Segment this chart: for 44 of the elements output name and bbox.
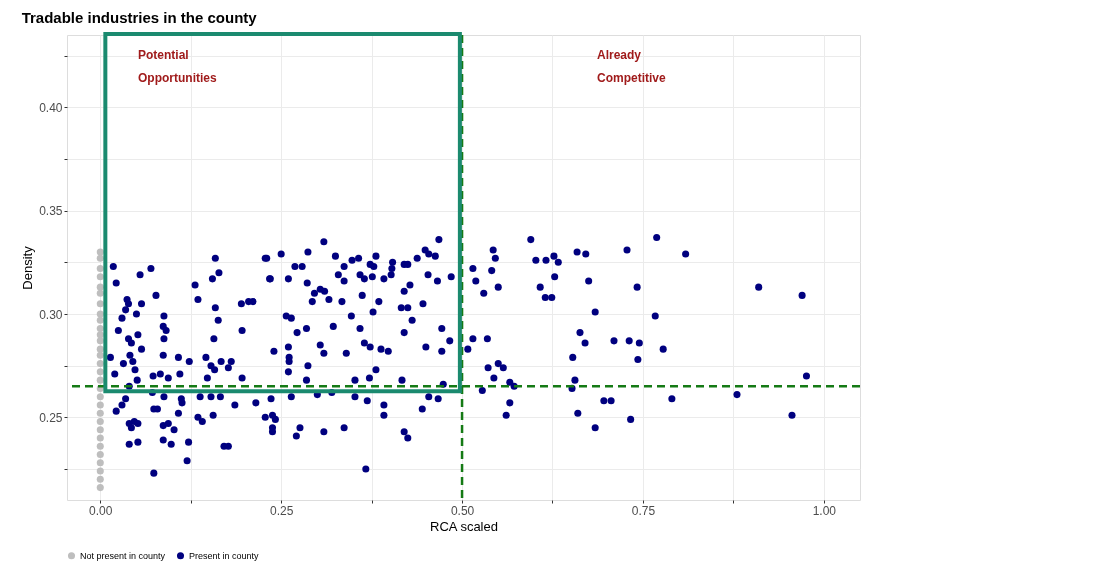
point xyxy=(96,451,104,459)
point xyxy=(96,368,104,376)
point xyxy=(96,310,104,318)
point xyxy=(96,283,104,291)
x-tick-label: 0.50 xyxy=(450,503,475,518)
point xyxy=(96,401,104,409)
point xyxy=(96,376,104,384)
point xyxy=(96,467,104,475)
y-tick-label: 0.40 xyxy=(39,100,63,115)
x-tick-label: 1.00 xyxy=(812,503,837,518)
point xyxy=(96,254,104,262)
point xyxy=(96,417,104,425)
x-axis-title: RCA scaled xyxy=(430,518,498,534)
point xyxy=(96,345,104,353)
x-tick-label: 0.00 xyxy=(89,503,113,518)
point xyxy=(96,289,104,297)
x-tick-label: 0.25 xyxy=(269,503,294,518)
y-tick-label: 0.30 xyxy=(39,307,63,322)
x-tick-label: 0.75 xyxy=(631,503,656,518)
point xyxy=(96,360,104,368)
point xyxy=(96,300,104,308)
annotation: Already Competitive xyxy=(597,48,666,85)
annotation: Potential Opportunities xyxy=(138,48,217,85)
point xyxy=(96,426,104,434)
point xyxy=(96,265,104,273)
point xyxy=(96,409,104,417)
point xyxy=(96,459,104,467)
point xyxy=(96,475,104,483)
point xyxy=(96,248,104,256)
point xyxy=(96,351,104,359)
point xyxy=(96,393,104,401)
point xyxy=(96,337,104,345)
legend-label: Not present in county xyxy=(80,550,166,561)
point xyxy=(96,331,104,339)
y-tick-label: 0.25 xyxy=(39,410,63,425)
point xyxy=(96,484,104,492)
legend-label: Present in county xyxy=(189,550,260,561)
point xyxy=(96,434,104,442)
point xyxy=(96,273,104,281)
chart-title: Tradable industries in the county xyxy=(21,8,258,26)
y-tick-label: 0.35 xyxy=(39,204,63,219)
y-axis-title: Density xyxy=(20,245,36,290)
point xyxy=(96,316,104,324)
point xyxy=(96,442,104,450)
